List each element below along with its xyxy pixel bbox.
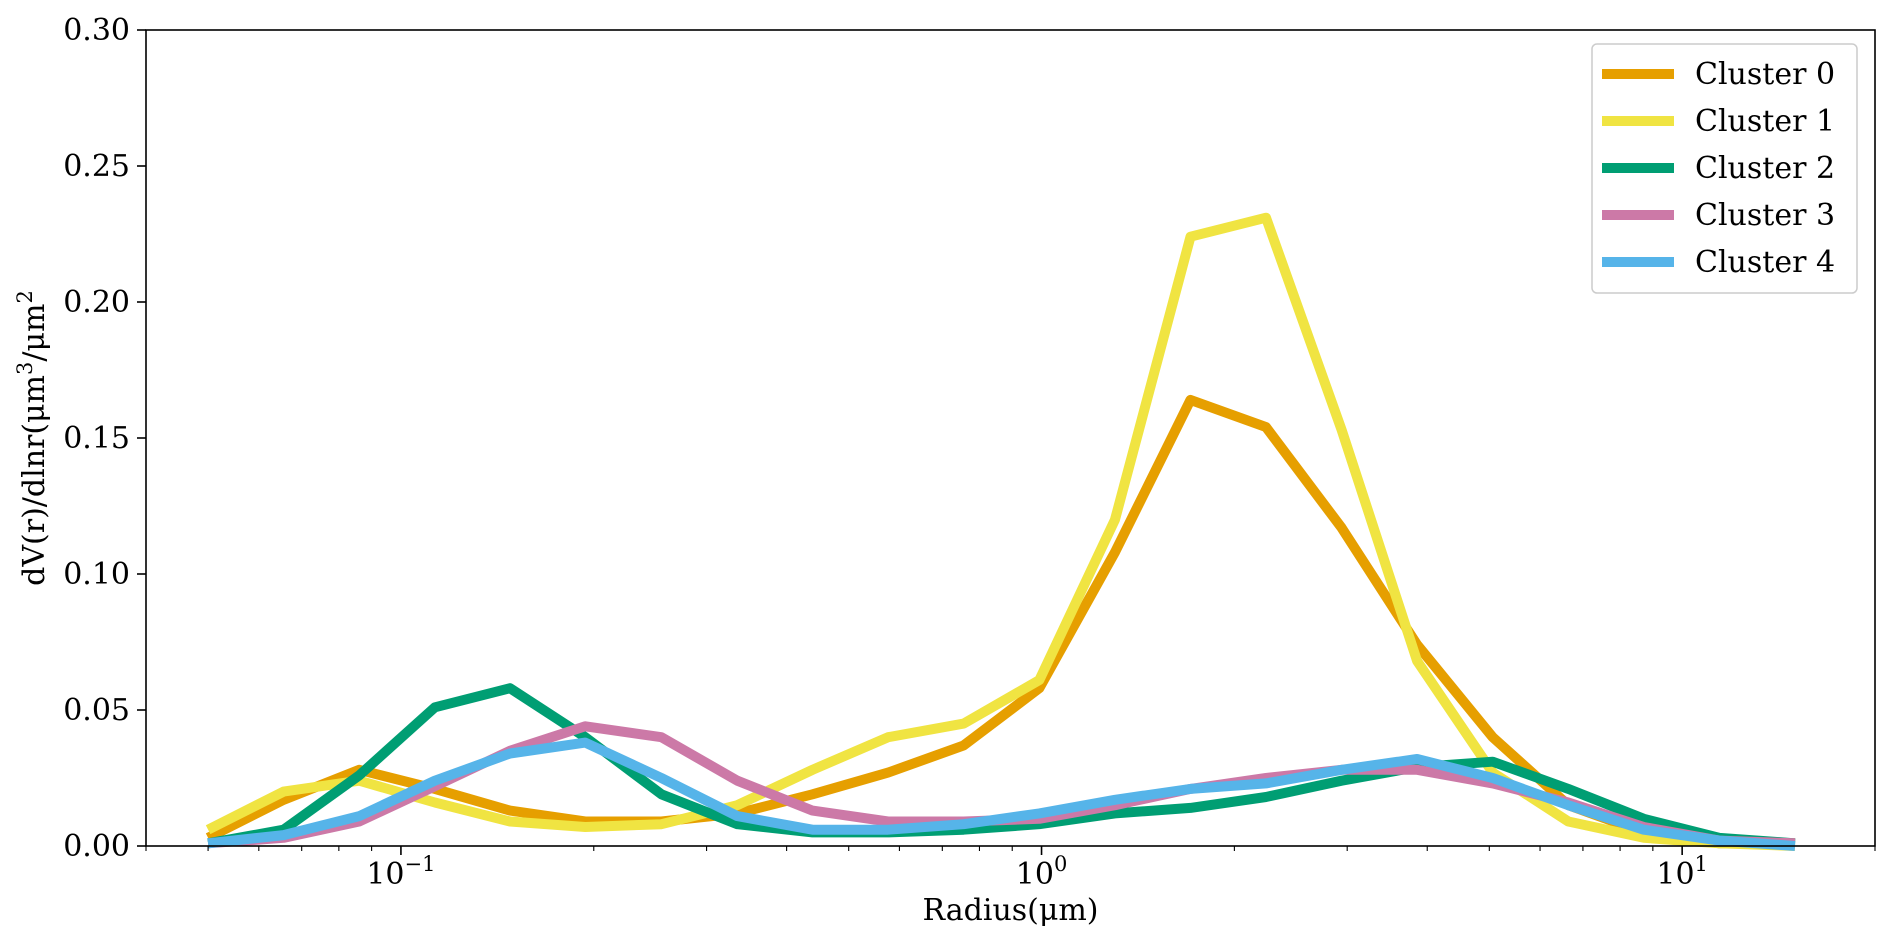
y-tick-label: 0.30: [63, 13, 130, 48]
y-tick-label: 0.05: [63, 693, 130, 728]
y-axis-label: dV(r)/dlnr(μm3/μm2: [13, 290, 52, 586]
series-line-4: [207, 737, 1796, 851]
legend-label: Cluster 0: [1695, 57, 1835, 92]
y-tick-label: 0.10: [63, 557, 130, 592]
series-layer: [205, 212, 1796, 851]
series-line-1: [205, 212, 1796, 851]
x-axis: 10−1 100 101: [145, 846, 1876, 892]
x-tick-label: 101: [1656, 852, 1708, 892]
y-tick-label: 0.20: [63, 285, 130, 320]
x-tick-label: 10−1: [366, 852, 435, 892]
legend-label: Cluster 1: [1695, 104, 1835, 139]
y-tick-label: 0.15: [63, 421, 130, 456]
x-axis-label: Radius(μm): [922, 893, 1098, 928]
legend-label: Cluster 2: [1695, 151, 1835, 186]
y-tick-label: 0.00: [63, 829, 130, 864]
series-line-2: [207, 683, 1796, 849]
legend-label: Cluster 4: [1695, 245, 1835, 280]
y-tick-label: 0.25: [63, 149, 130, 184]
x-tick-label: 100: [1016, 852, 1068, 892]
legend-label: Cluster 3: [1695, 198, 1835, 233]
y-axis: 0.00 0.05 0.10 0.15 0.20 0.25 0.30: [63, 13, 146, 864]
legend: Cluster 0 Cluster 1 Cluster 2 Cluster 3 Clus…: [1591, 43, 1858, 294]
legend-frame: [1591, 43, 1858, 294]
